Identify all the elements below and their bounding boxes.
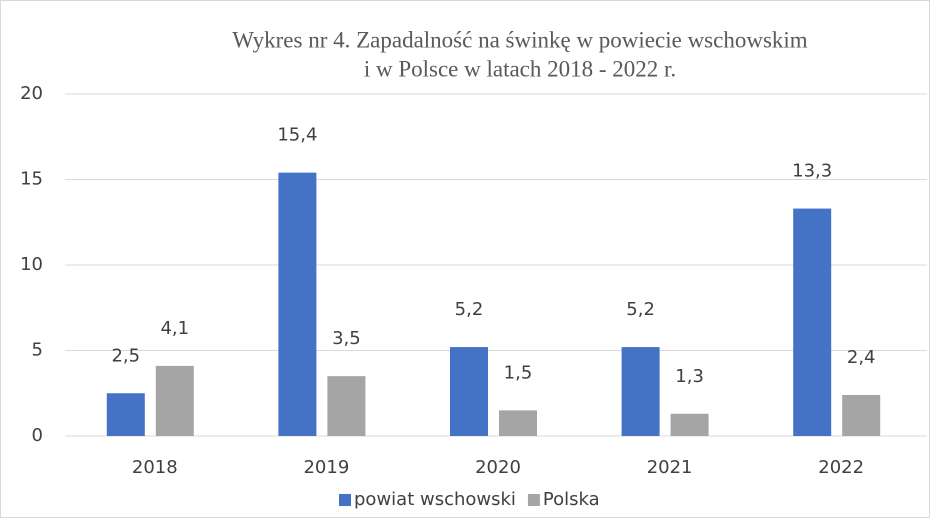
bar bbox=[278, 172, 317, 436]
legend-label: Polska bbox=[543, 489, 600, 510]
x-tick-label: 2022 bbox=[818, 457, 864, 478]
legend-label: powiat wschowski bbox=[354, 489, 516, 510]
x-tick-label: 2019 bbox=[303, 457, 349, 478]
y-tick-label: 10 bbox=[20, 254, 43, 275]
y-tick-label: 20 bbox=[20, 83, 43, 104]
bar bbox=[327, 376, 366, 436]
bar bbox=[499, 410, 537, 436]
bar bbox=[450, 347, 488, 436]
data-label: 4,1 bbox=[160, 318, 189, 339]
bar bbox=[842, 394, 881, 436]
data-label: 1,5 bbox=[504, 362, 533, 383]
bar bbox=[793, 208, 832, 436]
legend-swatch bbox=[339, 494, 351, 506]
x-tick-label: 2020 bbox=[475, 457, 521, 478]
y-tick-label: 5 bbox=[32, 340, 43, 361]
data-label: 2,4 bbox=[847, 347, 876, 368]
bar bbox=[621, 347, 660, 436]
legend-swatch bbox=[527, 494, 540, 506]
chart-title: i w Polsce w latach 2018 - 2022 r. bbox=[364, 56, 676, 81]
data-label: 15,4 bbox=[277, 125, 317, 146]
x-tick-label: 2021 bbox=[647, 457, 693, 478]
bar bbox=[106, 393, 145, 436]
y-tick-label: 0 bbox=[32, 425, 43, 446]
y-tick-label: 15 bbox=[20, 169, 43, 190]
chart-title: Wykres nr 4. Zapadalność na świnkę w pow… bbox=[232, 27, 807, 52]
bar bbox=[155, 365, 194, 436]
data-label: 5,2 bbox=[626, 299, 655, 320]
data-label: 1,3 bbox=[675, 366, 704, 387]
data-label: 13,3 bbox=[792, 161, 832, 182]
data-label: 3,5 bbox=[332, 328, 361, 349]
data-label: 2,5 bbox=[111, 345, 140, 366]
x-tick-label: 2018 bbox=[132, 457, 178, 478]
data-label: 5,2 bbox=[455, 299, 484, 320]
bar bbox=[670, 413, 709, 436]
